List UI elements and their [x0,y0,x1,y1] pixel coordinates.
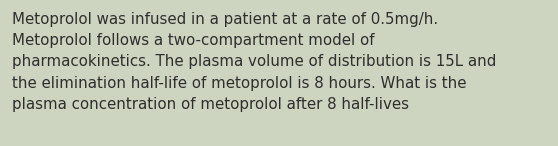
Text: Metoprolol was infused in a patient at a rate of 0.5mg/h.
Metoprolol follows a t: Metoprolol was infused in a patient at a… [12,12,497,112]
